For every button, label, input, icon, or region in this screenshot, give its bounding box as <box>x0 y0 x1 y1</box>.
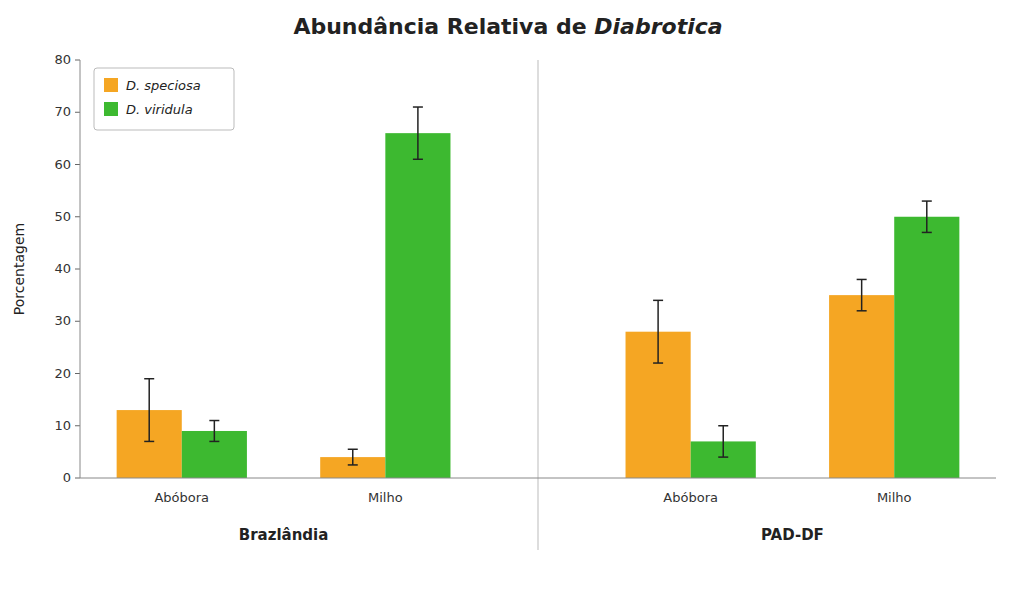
error-line <box>148 379 150 442</box>
error-cap <box>144 378 154 380</box>
tick-label: 60 <box>54 157 71 172</box>
group-label: Brazlândia <box>239 526 329 544</box>
error-cap <box>718 456 728 458</box>
error-bar <box>348 449 358 465</box>
category-label: Milho <box>368 490 403 505</box>
error-cap <box>144 441 154 443</box>
legend-label: D. viridula <box>126 102 193 117</box>
chart-container: Abundância Relativa de Diabrotica 0 10 20 30… <box>0 0 1016 596</box>
error-cap <box>209 441 219 443</box>
tick-label: 50 <box>54 209 71 224</box>
category-label: Milho <box>877 490 912 505</box>
error-bar <box>144 379 154 442</box>
error-cap <box>348 449 358 451</box>
tick-label: 10 <box>54 418 71 433</box>
tick-label: 0 <box>63 470 71 485</box>
tick-label: 30 <box>54 313 71 328</box>
tick-label: 40 <box>54 261 71 276</box>
tick-mark <box>75 216 80 217</box>
error-cap <box>922 232 932 234</box>
legend-label: D. speciosa <box>126 78 201 93</box>
category-label: Abóbora <box>154 490 209 505</box>
tick-label: 70 <box>54 104 71 119</box>
tick-mark <box>75 478 80 479</box>
error-bar <box>718 426 728 457</box>
x-axis <box>80 478 996 479</box>
error-line <box>417 107 419 159</box>
error-line <box>352 449 354 465</box>
tick-mark <box>75 164 80 165</box>
error-line <box>861 279 863 310</box>
error-cap <box>857 279 867 281</box>
error-bar <box>209 421 219 442</box>
legend-box <box>94 68 234 130</box>
plot-area <box>117 107 960 478</box>
tick-mark <box>75 60 80 61</box>
error-cap <box>209 420 219 422</box>
legend-swatch <box>104 78 118 92</box>
error-line <box>926 201 928 232</box>
tick-mark <box>75 269 80 270</box>
error-cap <box>413 159 423 161</box>
error-cap <box>718 425 728 427</box>
group-divider <box>538 60 539 550</box>
error-cap <box>413 106 423 108</box>
error-line <box>214 421 216 442</box>
error-line <box>722 426 724 457</box>
chart: Abundância Relativa de Diabrotica 0 10 20 30… <box>0 0 1016 596</box>
axis-label: Porcentagem <box>11 223 27 315</box>
group-label: PAD-DF <box>761 526 824 544</box>
bar <box>829 295 894 478</box>
error-cap <box>653 300 663 302</box>
error-cap <box>857 310 867 312</box>
bar <box>894 217 959 478</box>
error-cap <box>922 200 932 202</box>
error-bar <box>922 201 932 232</box>
error-bar <box>413 107 423 159</box>
tick-mark <box>75 321 80 322</box>
legend-swatch <box>104 102 118 116</box>
error-line <box>657 300 659 363</box>
category-label: Abóbora <box>663 490 718 505</box>
title: Abundância Relativa de Diabrotica <box>293 14 722 39</box>
error-bar <box>653 300 663 363</box>
bar <box>385 133 450 478</box>
tick-mark <box>75 373 80 374</box>
title-part: Diabrotica <box>594 14 722 39</box>
error-bar <box>857 279 867 310</box>
error-cap <box>653 362 663 364</box>
y-axis <box>80 60 81 478</box>
tick-label: 80 <box>54 52 71 67</box>
error-cap <box>348 464 358 466</box>
tick-label: 20 <box>54 366 71 381</box>
legend: D. speciosa D. viridula <box>94 68 234 130</box>
tick-mark <box>75 112 80 113</box>
tick-mark <box>75 425 80 426</box>
title-part: Abundância Relativa de <box>293 14 594 39</box>
